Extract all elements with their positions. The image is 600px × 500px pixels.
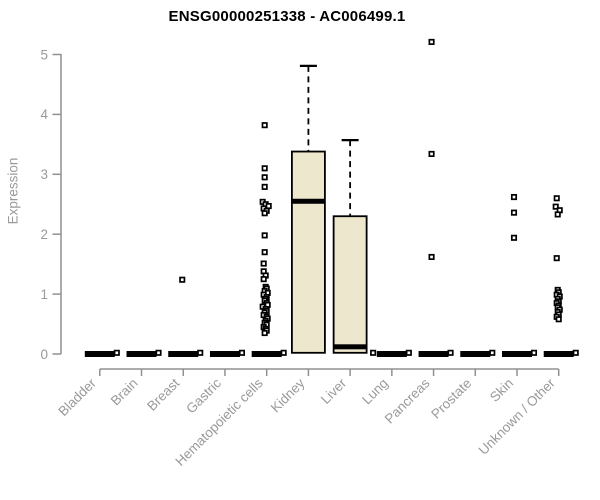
- outlier-point: [280, 349, 287, 356]
- outlier-point: [405, 349, 412, 356]
- median-line: [291, 198, 325, 204]
- x-tick-label: Kidney: [268, 375, 308, 415]
- zero-box: [168, 351, 199, 357]
- outlier-point: [261, 210, 268, 217]
- outlier-point: [510, 234, 518, 241]
- outlier-point: [261, 165, 268, 172]
- x-tick-label: Unknown / Other: [476, 375, 559, 458]
- zero-box: [543, 351, 574, 357]
- x-tick-label: Bladder: [55, 375, 99, 419]
- outlier-point: [155, 349, 162, 356]
- outlier-point: [554, 211, 561, 218]
- y-tick-label: 3: [40, 167, 48, 182]
- outlier-point: [555, 316, 562, 323]
- outlier-point: [261, 174, 268, 181]
- outlier-point: [572, 349, 579, 356]
- y-tick-label: 1: [40, 287, 48, 302]
- x-tick-label: Lung: [359, 376, 391, 408]
- zero-box: [84, 351, 115, 357]
- x-tick-label: Brain: [108, 376, 141, 409]
- y-tick-label: 5: [40, 47, 48, 62]
- outlier-point: [260, 260, 267, 267]
- x-tick-label: Breast: [144, 375, 182, 413]
- outlier-point: [261, 329, 268, 337]
- outlier-point: [428, 150, 435, 157]
- outlier-point: [260, 276, 267, 283]
- x-tick-label: Skin: [487, 376, 516, 405]
- outlier-point: [261, 232, 268, 239]
- outlier-point: [447, 349, 454, 356]
- box: [332, 215, 368, 354]
- outlier-point: [530, 349, 538, 356]
- zero-box: [502, 351, 532, 357]
- outlier-point: [370, 349, 377, 356]
- zero-box: [418, 351, 449, 357]
- y-tick-label: 2: [40, 227, 48, 242]
- zero-box: [376, 351, 407, 357]
- outlier-point: [261, 122, 268, 129]
- outlier-point: [510, 209, 518, 216]
- box: [290, 150, 326, 354]
- outlier-point: [261, 249, 268, 256]
- outlier-point: [553, 255, 560, 262]
- outlier-point: [553, 195, 560, 202]
- zero-box: [126, 351, 157, 357]
- outlier-point: [489, 349, 496, 356]
- outlier-point: [428, 38, 435, 45]
- y-tick-label: 0: [40, 347, 48, 362]
- outlier-point: [510, 194, 518, 201]
- x-tick-label: Gastric: [183, 375, 224, 416]
- outlier-point: [238, 349, 246, 356]
- outlier-point: [261, 183, 268, 190]
- chart-title: ENSG00000251338 - AC006499.1: [168, 8, 406, 25]
- zero-box: [251, 351, 282, 357]
- outlier-point: [265, 202, 272, 210]
- outlier-point: [552, 203, 559, 210]
- y-tick-label: 4: [40, 107, 48, 122]
- outlier-point: [197, 349, 204, 356]
- x-tick-label: Pancreas: [382, 375, 433, 426]
- x-tick-label: Prostate: [428, 376, 474, 422]
- x-tick-label: Liver: [318, 375, 350, 407]
- zero-box: [460, 351, 491, 357]
- zero-box: [209, 351, 240, 357]
- outlier-point: [113, 349, 120, 356]
- outlier-point: [428, 253, 435, 261]
- median-line: [333, 344, 367, 350]
- outlier-point: [179, 276, 186, 283]
